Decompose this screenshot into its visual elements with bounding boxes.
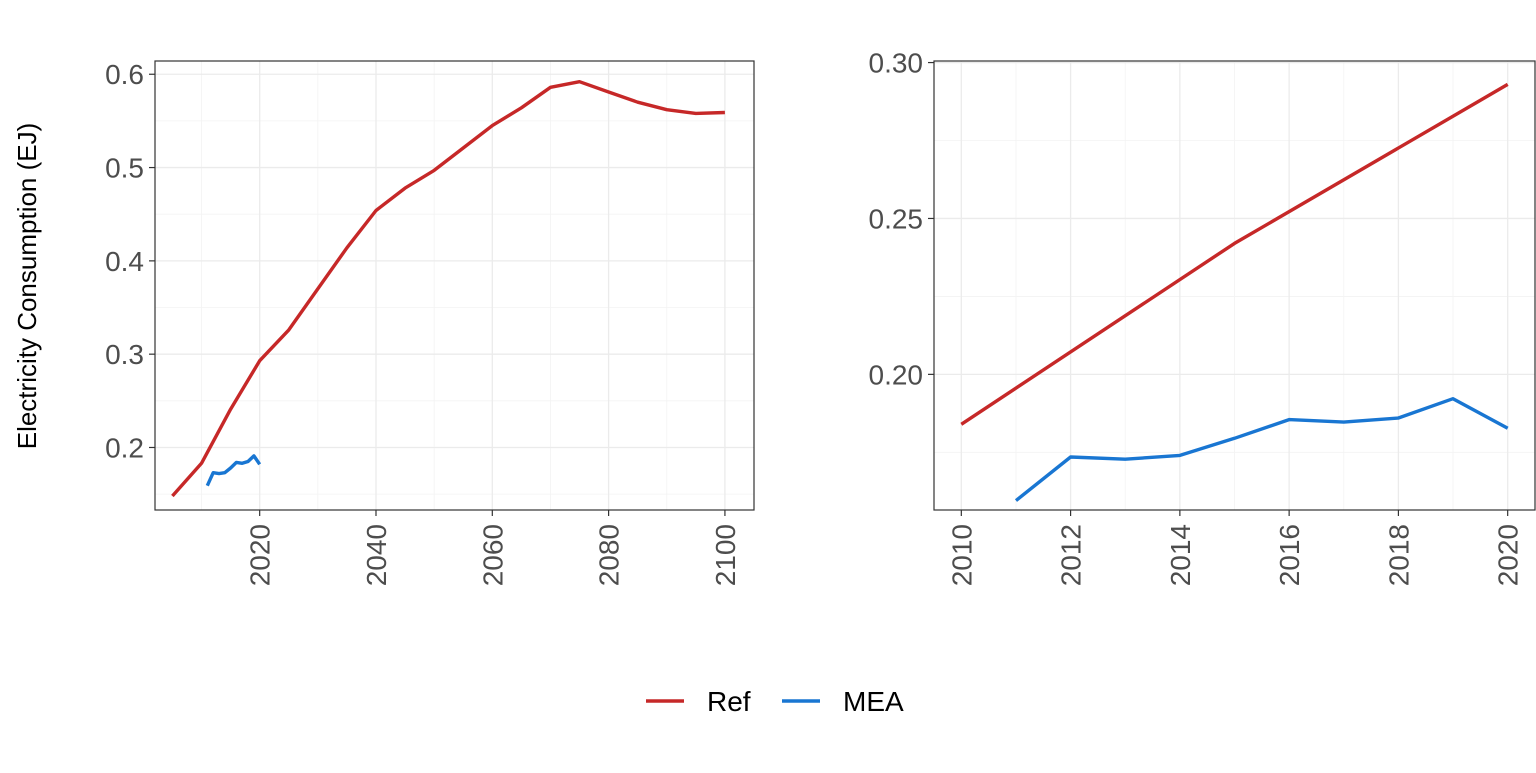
legend-label: Ref (707, 686, 751, 717)
x-tick-label: 2040 (361, 524, 392, 586)
y-tick-label: 0.20 (869, 359, 924, 390)
legend-item-ref: Ref (646, 686, 751, 717)
legend: Ref MEA (646, 686, 904, 717)
y-tick-label: 0.30 (869, 48, 924, 79)
y-tick-label: 0.5 (105, 153, 144, 184)
y-tick-label: 0.6 (105, 59, 144, 90)
x-tick-label: 2018 (1383, 524, 1414, 586)
x-tick-label: 2012 (1056, 524, 1087, 586)
x-tick-label: 2020 (245, 524, 276, 586)
legend-item-mea: MEA (782, 686, 904, 717)
panel-border (933, 60, 1536, 511)
x-tick-label: 2010 (946, 524, 977, 586)
panel-1: 2020 2040 2060 2080 2100 0.2 0.3 0.4 0.5 0.6 (105, 59, 755, 586)
y-tick-label: 0.25 (869, 203, 924, 234)
x-tick-label: 2080 (594, 524, 625, 586)
series-line-mea (205, 454, 262, 487)
series-line-mea (1014, 397, 1509, 502)
panel-2: 2010 2012 2014 2016 2018 2020 0.20 0.25 0.30 (869, 48, 1536, 586)
y-axis-label: Electricity Consumption (EJ) (12, 123, 42, 450)
series-line-ref (960, 82, 1509, 426)
x-tick-label: 2016 (1274, 524, 1305, 586)
y-tick-label: 0.4 (105, 246, 144, 277)
x-tick-label: 2100 (710, 524, 741, 586)
y-tick-label: 0.3 (105, 339, 144, 370)
x-tick-label: 2020 (1493, 524, 1524, 586)
x-tick-label: 2060 (477, 524, 508, 586)
legend-label: MEA (843, 686, 904, 717)
y-tick-label: 0.2 (105, 432, 144, 463)
panel-border (154, 60, 755, 511)
series-line-ref (171, 79, 725, 498)
x-tick-label: 2014 (1165, 524, 1196, 586)
